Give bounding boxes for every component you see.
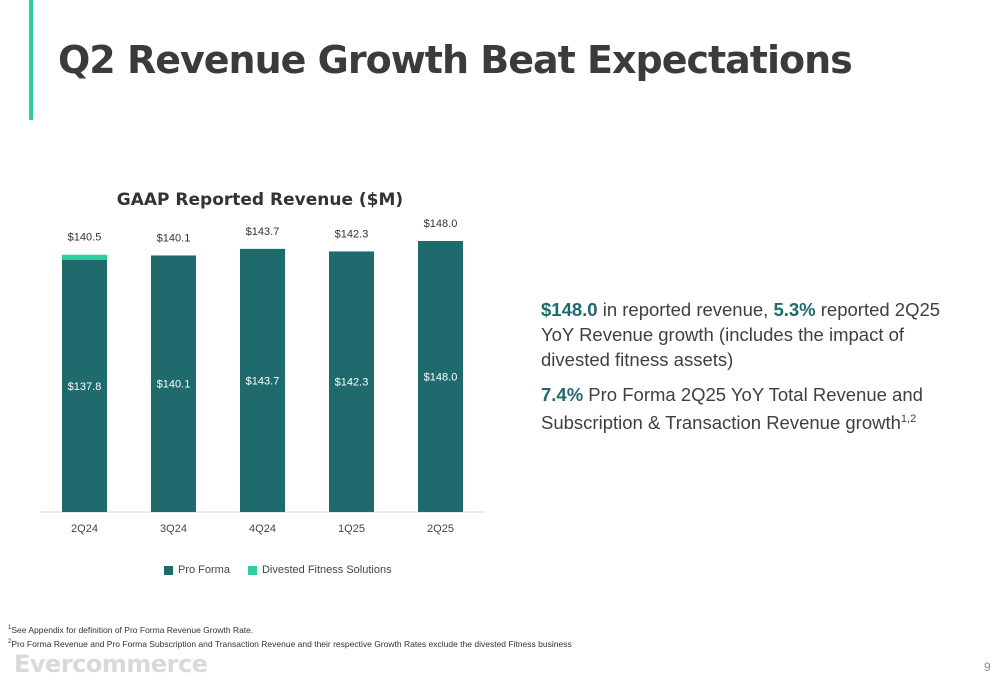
- footnote-text: See Appendix for definition of Pro Forma…: [11, 624, 254, 635]
- callout-footnote-ref: 1,2: [900, 413, 917, 425]
- bar-pro-forma: [329, 251, 374, 512]
- bar-pro-forma: [240, 248, 285, 512]
- footnotes: 1See Appendix for definition of Pro Form…: [8, 622, 572, 650]
- footnote-2: 2Pro Forma Revenue and Pro Forma Subscri…: [8, 636, 572, 650]
- footnote-marker: 2: [8, 638, 12, 645]
- revenue-bar-chart: $140.5 $137.8 2Q24 $140.1 $140.1 3Q24 $143.7 $1…: [40, 218, 485, 535]
- pro-forma-data-label: $143.7: [246, 375, 280, 387]
- callout-text: in reported revenue,: [597, 299, 774, 320]
- callout-text: Pro Forma 2Q25 YoY Total Revenue and Sub…: [541, 384, 923, 434]
- pro-forma-data-label: $148.0: [424, 372, 458, 384]
- bar-pro-forma: [418, 241, 463, 512]
- legend-swatch-pro-forma: [164, 565, 173, 575]
- footnote-text: Pro Forma Revenue and Pro Forma Subscrip…: [11, 638, 572, 649]
- page-number: 9: [984, 660, 991, 674]
- callout-text: reported 2Q25 YoY Revenue growth (includ…: [541, 299, 941, 370]
- bar-pro-forma: [62, 259, 107, 512]
- x-tick-label: 2Q25: [427, 523, 454, 535]
- footnote-marker: 1: [8, 625, 12, 631]
- total-label: $140.5: [68, 232, 102, 244]
- slide-title: Q2 Revenue Growth Beat Expectations: [58, 38, 853, 82]
- x-tick-label: 4Q24: [249, 523, 276, 535]
- bar-pro-forma: [151, 255, 196, 512]
- legend-label-pro-forma: Pro Forma: [178, 564, 230, 576]
- legend-swatch-divested: [247, 565, 257, 575]
- total-label: $142.3: [335, 228, 369, 240]
- bar-divested: [62, 254, 107, 260]
- callouts: $148.0 in reported revenue, 5.3% reporte…: [541, 297, 941, 445]
- total-label: $140.1: [157, 232, 191, 244]
- legend-label-divested: Divested Fitness Solutions: [261, 564, 392, 576]
- chart-title: GAAP Reported Revenue ($M): [116, 190, 404, 210]
- footnote-1: 1See Appendix for definition of Pro Form…: [8, 622, 572, 636]
- callout-pro-forma-value: 7.4%: [541, 384, 584, 405]
- pro-forma-data-label: $140.1: [157, 379, 191, 391]
- callout-pro-forma-growth: 7.4% Pro Forma 2Q25 YoY Total Revenue an…: [541, 382, 941, 435]
- pro-forma-data-label: $137.8: [68, 381, 102, 393]
- callout-revenue-value: $148.0: [541, 299, 598, 320]
- title-accent-bar: [29, 0, 33, 120]
- legend-item-divested: Divested Fitness Solutions: [247, 564, 392, 576]
- total-label: $143.7: [246, 226, 280, 238]
- x-tick-label: 1Q25: [338, 523, 365, 535]
- pro-forma-data-label: $142.3: [335, 377, 369, 389]
- total-label: $148.0: [424, 218, 458, 230]
- legend-item-pro-forma: Pro Forma: [164, 564, 230, 576]
- chart-legend: Pro Forma Divested Fitness Solutions: [164, 564, 392, 576]
- evercommerce-logo: Evercommerce: [14, 650, 208, 678]
- x-tick-label: 2Q24: [71, 523, 98, 535]
- callout-growth-value: 5.3%: [773, 299, 816, 320]
- callout-reported-revenue: $148.0 in reported revenue, 5.3% reporte…: [541, 297, 941, 372]
- x-tick-label: 3Q24: [160, 523, 187, 535]
